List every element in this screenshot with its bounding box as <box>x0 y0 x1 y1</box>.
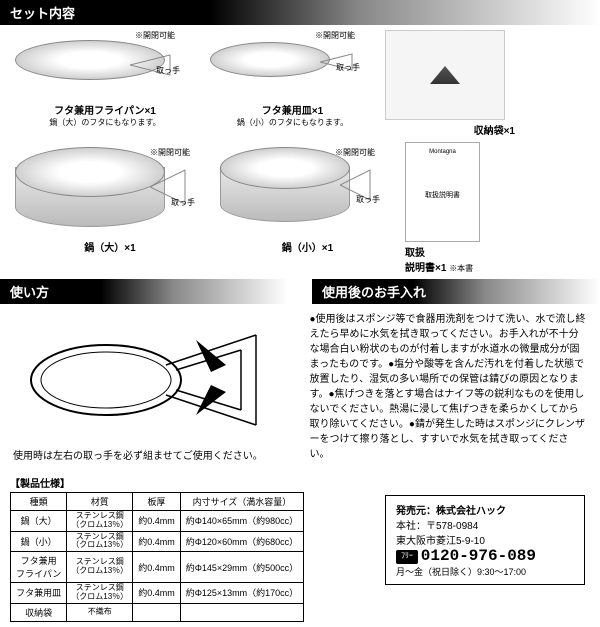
care-text: ●使用後はスポンジ等で食器用洗剤をつけて洗い、水で流し終えたら早めに水気を拭き取… <box>308 307 591 467</box>
spec-cell: フタ兼用 フライパン <box>11 552 67 583</box>
seller-tel: 0120-976-089 <box>421 547 536 565</box>
spec-cell: ステンレス鋼 （クロム13％） <box>67 531 133 552</box>
manual-image: Montagna 取扱説明書 <box>405 142 480 242</box>
hinge-note: ※開閉可能 <box>335 147 375 158</box>
manual-body: 取扱説明書 <box>425 190 460 200</box>
caption: 鍋（小）×1 <box>215 239 400 254</box>
table-row: 鍋（小）ステンレス鋼 （クロム13％）約0.4mm約Φ120×60mm（約680… <box>11 531 304 552</box>
table-row: フタ兼用 フライパンステンレス鋼 （クロム13％）約0.4mm約Φ145×29m… <box>11 552 304 583</box>
specs-table: 種類材質板厚内寸サイズ（満水容量） 鍋（大）ステンレス鋼 （クロム13％）約0.… <box>10 492 304 622</box>
section-care: 使用後のお手入れ <box>312 279 600 304</box>
seller-addr2: 東大阪市菱江5-9-10 <box>396 532 574 547</box>
product-manual: Montagna 取扱説明書 取扱 説明書×1 ※本書 <box>405 142 500 274</box>
freecall-icon: ﾌﾘｰ <box>396 550 418 564</box>
spec-cell: 鍋（大） <box>11 511 67 532</box>
spec-cell: 約Φ120×60mm（約680cc） <box>180 531 303 552</box>
seller-box: 発売元：株式会社ハック 本社：〒578-0984 東大阪市菱江5-9-10 ﾌﾘ… <box>385 495 585 585</box>
handle-note: 取っ手 <box>356 194 380 205</box>
product-plate: ※開閉可能 取っ手 フタ兼用皿×1 鍋（小）のフタにもなります。 <box>205 30 380 137</box>
usage-text: 使用時は左右の取っ手を必ず組ませてご使用ください。 <box>10 447 293 467</box>
spec-cell: 鍋（小） <box>11 531 67 552</box>
bag-image <box>385 30 505 120</box>
handle-note: 取っ手 <box>171 197 195 208</box>
spec-cell: ステンレス鋼 （クロム13％） <box>67 583 133 604</box>
section-usage: 使い方 <box>0 279 288 304</box>
caption: フタ兼用フライパン×1 <box>10 102 200 117</box>
specs-title: 【製品仕様】 <box>10 475 590 490</box>
spec-cell: 約0.4mm <box>133 511 181 532</box>
hinge-note: ※開閉可能 <box>150 147 190 158</box>
manual-note: ※本書 <box>449 264 473 273</box>
product-frying-pan: ※開閉可能 取っ手 フタ兼用フライパン×1 鍋（大）のフタにもなります。 <box>10 30 200 137</box>
section-set-contents: セット内容 <box>0 0 600 25</box>
seller-label: 発売元：株式会社ハック <box>396 502 574 517</box>
spec-header: 板厚 <box>133 493 181 511</box>
spec-cell: 収納袋 <box>11 603 67 621</box>
manual-brand: Montagna <box>429 149 456 155</box>
spec-cell <box>133 603 181 621</box>
usage-diagram <box>10 307 293 447</box>
hinge-note: ※開閉可能 <box>135 30 175 41</box>
spec-cell: 約0.4mm <box>133 531 181 552</box>
spec-cell: 約Φ125×13mm（約170cc） <box>180 583 303 604</box>
caption: 収納袋×1 <box>385 122 515 137</box>
spec-header: 材質 <box>67 493 133 511</box>
table-row: フタ兼用皿ステンレス鋼 （クロム13％）約0.4mm約Φ125×13mm（約17… <box>11 583 304 604</box>
product-pot-small: ※開閉可能 取っ手 鍋（小）×1 <box>215 142 400 274</box>
spec-header: 内寸サイズ（満水容量） <box>180 493 303 511</box>
subcaption: 鍋（大）のフタにもなります。 <box>10 117 200 128</box>
product-bag: 収納袋×1 <box>385 30 515 137</box>
caption: 取扱 説明書×1 ※本書 <box>405 244 473 274</box>
handle-note: 取っ手 <box>336 62 360 73</box>
spec-cell: 約Φ140×65mm（約980cc） <box>180 511 303 532</box>
spec-cell <box>180 603 303 621</box>
usage-section: 使用時は左右の取っ手を必ず組ませてご使用ください。 <box>10 307 293 467</box>
product-pot-large: ※開閉可能 取っ手 鍋（大）×1 <box>10 142 210 274</box>
caption: 鍋（大）×1 <box>10 239 210 254</box>
seller-addr1: 本社：〒578-0984 <box>396 517 574 532</box>
table-row: 収納袋不織布 <box>11 603 304 621</box>
care-section: ●使用後はスポンジ等で食器用洗剤をつけて洗い、水で流し終えたら早めに水気を拭き取… <box>308 307 591 467</box>
spec-cell: 約0.4mm <box>133 583 181 604</box>
hinge-note: ※開閉可能 <box>315 30 355 41</box>
spec-cell: ステンレス鋼 （クロム13％） <box>67 511 133 532</box>
spec-cell: 約Φ145×29mm（約500cc） <box>180 552 303 583</box>
caption: フタ兼用皿×1 <box>205 102 380 117</box>
spec-cell: 不織布 <box>67 603 133 621</box>
spec-cell: 約0.4mm <box>133 552 181 583</box>
spec-cell: フタ兼用皿 <box>11 583 67 604</box>
handle-note: 取っ手 <box>156 65 180 76</box>
spec-header: 種類 <box>11 493 67 511</box>
set-contents-grid: ※開閉可能 取っ手 フタ兼用フライパン×1 鍋（大）のフタにもなります。 ※開閉… <box>0 25 600 279</box>
spec-cell: ステンレス鋼 （クロム13％） <box>67 552 133 583</box>
seller-hours: 月～金（祝日除く）9:30～17:00 <box>396 565 574 578</box>
subcaption: 鍋（小）のフタにもなります。 <box>205 117 380 128</box>
table-row: 鍋（大）ステンレス鋼 （クロム13％）約0.4mm約Φ140×65mm（約980… <box>11 511 304 532</box>
